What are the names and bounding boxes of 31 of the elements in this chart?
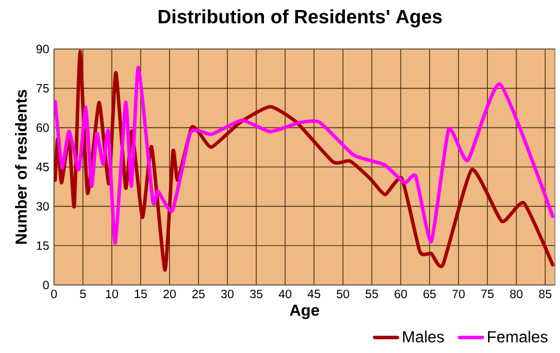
x-tick-label: 45	[308, 290, 320, 298]
x-tick-label: 85	[539, 290, 552, 298]
legend-label: Females	[488, 330, 548, 342]
x-tick-label: 75	[481, 290, 494, 298]
x-tick-label: 20	[164, 290, 176, 298]
x-tick-label: 10	[106, 290, 118, 298]
legend-label: Males	[403, 330, 444, 342]
x-tick-label: 25	[192, 290, 205, 298]
y-tick-label: 45	[36, 162, 49, 172]
x-tick-label: 5	[80, 290, 86, 298]
y-tick-label: 0	[43, 280, 49, 290]
x-tick-label: 50	[336, 290, 350, 298]
y-tick-label: 15	[36, 241, 49, 250]
y-tick-label: 75	[36, 84, 49, 93]
y-axis-title: Number of residents	[15, 90, 27, 244]
x-tick-label: 80	[510, 290, 522, 298]
line-series	[54, 66, 554, 245]
y-tick-label: 60	[36, 123, 49, 132]
x-tick-label: 15	[134, 290, 147, 298]
y-tick-label: 90	[36, 44, 49, 54]
x-tick-label: 30	[221, 290, 234, 298]
x-tick-label: 60	[394, 290, 407, 298]
x-tick-label: 55	[366, 290, 378, 298]
x-tick-label: 35	[250, 290, 262, 298]
x-tick-label: 0	[51, 290, 57, 298]
x-tick-label: 40	[278, 290, 292, 298]
x-axis-title: Age	[290, 304, 320, 320]
x-tick-label: 65	[424, 290, 436, 298]
x-tick-label: 70	[452, 290, 465, 298]
y-tick-label: 30	[36, 202, 49, 211]
chart-title: Distribution of Residents' Ages	[158, 9, 442, 28]
